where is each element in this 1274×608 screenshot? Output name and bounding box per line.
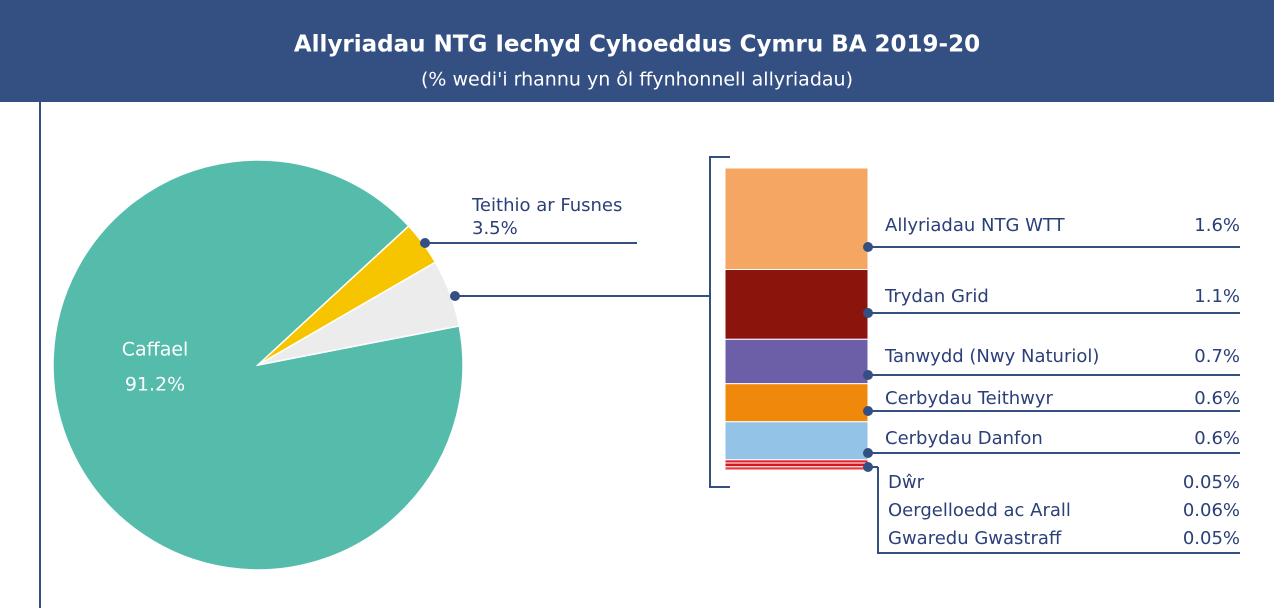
chart-title: Allyriadau NTG Iechyd Cyhoeddus Cymru BA… [294,32,980,58]
connectors [425,156,1240,554]
legend-value: 0.7% [1194,346,1240,367]
dot [863,242,873,252]
slice-label: Caffael [122,339,189,361]
bar-segment [724,167,869,271]
legend-label: Oergelloedd ac Arall [888,500,1071,521]
header-band [0,0,1274,102]
dot [863,406,873,416]
legend-label: Tanwydd (Nwy Naturiol) [884,346,1099,367]
legend-value: 1.1% [1194,286,1240,307]
legend-label: Allyriadau NTG WTT [885,215,1066,236]
legend-label: Gwaredu Gwastraff [888,528,1062,549]
chart-subtitle: (% wedi'i rhannu yn ôl ffynhonnell allyr… [421,69,853,91]
slice-value: 91.2% [125,374,185,396]
slice-label: Teithio ar Fusnes [471,195,622,216]
legend-label: Cerbydau Danfon [885,428,1043,449]
legend-value: 0.06% [1183,500,1240,521]
dot [450,291,460,301]
small-box [877,467,1240,554]
slice-value: 3.5% [472,218,518,239]
dot [863,448,873,458]
legend-label: Cerbydau Teithwyr [885,388,1054,409]
legend-value: 1.6% [1194,215,1240,236]
legend-value: 0.05% [1183,528,1240,549]
bar-segment [724,466,869,471]
dot [420,238,430,248]
legend-label: Trydan Grid [884,286,989,307]
bar-segment [724,338,869,385]
bar-segment [724,462,869,468]
legend-value: 0.6% [1194,428,1240,449]
bar-segment [724,269,869,340]
legend-value: 0.05% [1183,472,1240,493]
bar-segment [724,421,869,461]
dot [863,308,873,318]
legend-value: 0.6% [1194,388,1240,409]
dot [863,370,873,380]
pie-slice [257,261,461,366]
legend-label: Dŵr [888,472,925,493]
bracket [455,156,730,488]
bar-segment [724,383,869,423]
